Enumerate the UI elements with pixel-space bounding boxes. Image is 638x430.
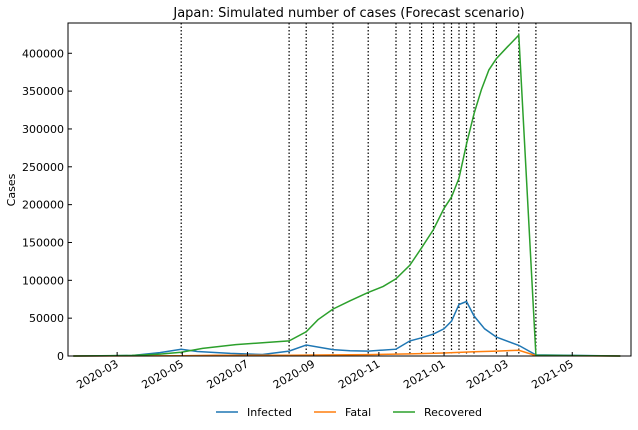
x-tick-label: 2020-07 — [205, 357, 251, 391]
y-tick-label: 150000 — [22, 236, 64, 249]
plot-frame — [67, 22, 632, 357]
x-tick-label: 2020-05 — [139, 357, 185, 391]
legend-label-fatal: Fatal — [345, 406, 371, 419]
phase-change-lines — [180, 23, 537, 356]
y-tick-label: 100000 — [22, 274, 64, 287]
y-tick-label: 0 — [57, 350, 64, 363]
y-tick-label: 200000 — [22, 199, 64, 212]
series-line-recovered — [73, 33, 621, 357]
y-axis: 0 50000 100000 150000 200000 250000 300000 3500… — [22, 47, 72, 363]
series-line-infected — [73, 300, 621, 357]
y-tick-label: 400000 — [22, 47, 64, 60]
y-axis-label: Cases — [5, 173, 18, 206]
legend-label-recovered: Recovered — [424, 406, 482, 419]
x-tick-label: 2020-09 — [271, 357, 317, 391]
x-tick-label: 2021-01 — [401, 357, 447, 391]
chart-title: Japan: Simulated number of cases (Foreca… — [172, 6, 524, 21]
y-tick-label: 300000 — [22, 123, 64, 136]
x-tick-label: 2020-11 — [336, 357, 382, 391]
x-tick-label: 2020-03 — [74, 357, 120, 391]
series-line-fatal — [73, 349, 621, 357]
x-tick-label: 2021-03 — [464, 357, 510, 391]
x-tick-label: 2021-05 — [529, 357, 575, 391]
legend-label-infected: Infected — [247, 406, 292, 419]
x-axis: 2020-03 2020-05 2020-07 2020-09 2020-11 2021-… — [74, 352, 576, 392]
y-tick-label: 350000 — [22, 85, 64, 98]
y-tick-label: 250000 — [22, 161, 64, 174]
y-tick-label: 50000 — [29, 312, 64, 325]
series-lines — [73, 33, 621, 357]
legend: Infected Fatal Recovered — [216, 406, 482, 419]
